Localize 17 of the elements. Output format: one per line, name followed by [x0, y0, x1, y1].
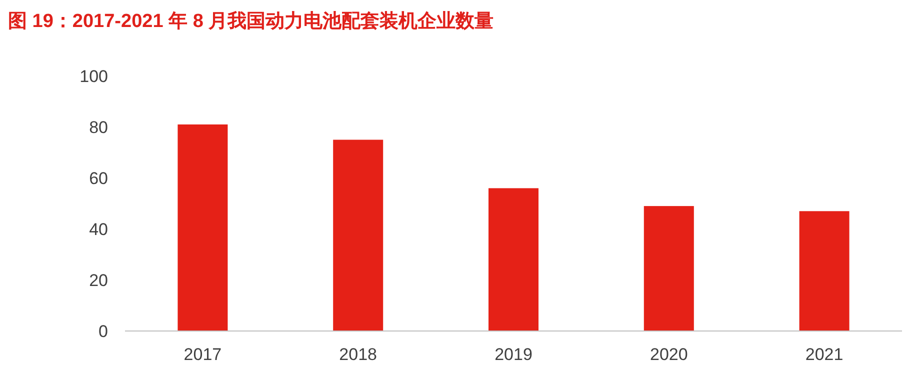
x-tick-label: 2017	[184, 345, 222, 364]
bar	[644, 206, 694, 331]
y-tick-label: 100	[80, 67, 108, 86]
bar	[488, 188, 538, 331]
y-tick-label: 40	[89, 220, 108, 239]
x-tick-label: 2018	[339, 345, 378, 364]
chart-title: 图 19：2017-2021 年 8 月我国动力电池配套装机企业数量	[8, 10, 494, 32]
bar	[178, 124, 228, 331]
x-tick-label: 2020	[650, 345, 688, 364]
y-tick-label: 0	[98, 322, 108, 341]
bar	[799, 211, 850, 331]
bar	[333, 140, 384, 331]
y-tick-label: 60	[89, 169, 108, 188]
x-tick-label: 2019	[494, 345, 532, 364]
y-tick-label: 80	[89, 118, 108, 137]
x-tick-label: 2021	[805, 345, 844, 364]
y-tick-label: 20	[89, 271, 108, 290]
